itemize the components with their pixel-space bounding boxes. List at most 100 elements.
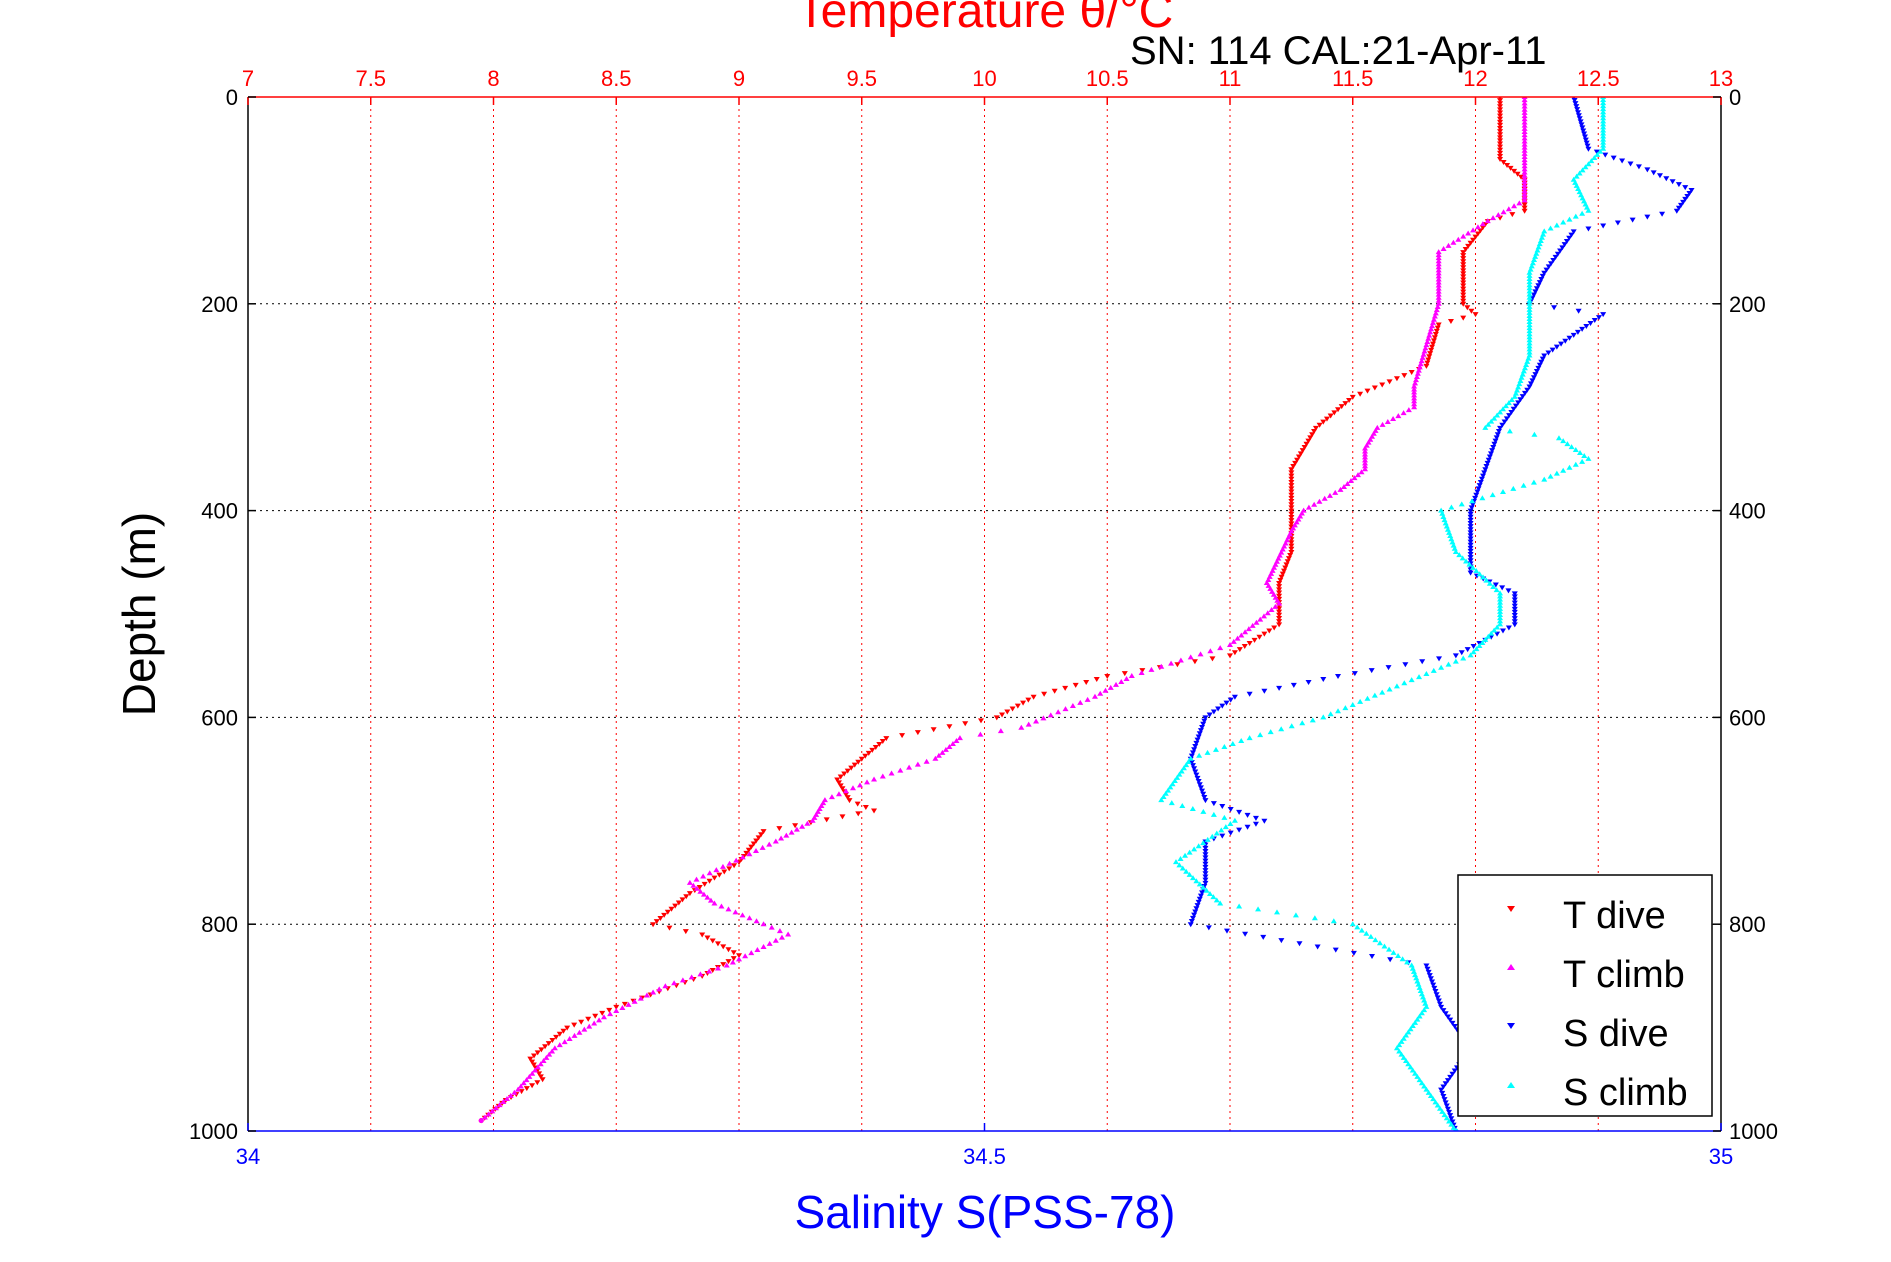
data-point	[1495, 212, 1502, 218]
data-point	[1521, 169, 1528, 175]
data-point	[1311, 915, 1318, 921]
data-point	[1469, 564, 1476, 570]
data-point	[1320, 419, 1327, 425]
data-point	[1407, 1064, 1414, 1070]
data-point	[714, 965, 721, 971]
data-point	[1675, 205, 1682, 211]
legend-marker-t-climb	[1507, 964, 1515, 970]
data-point	[1510, 485, 1517, 491]
tick-labels: 7 7.5 8 8.5 9 9.5 10 10.5 11 11.5 12 12.5 13 34 34.5 35…	[189, 66, 1778, 1169]
data-point	[879, 773, 886, 779]
data-point	[923, 758, 930, 764]
data-point	[1197, 651, 1204, 657]
data-point	[1469, 498, 1476, 504]
data-point	[837, 783, 844, 789]
data-point	[1497, 593, 1504, 599]
data-point	[1561, 242, 1568, 248]
data-point	[1009, 706, 1016, 712]
data-point	[1506, 413, 1513, 419]
data-point	[725, 959, 732, 965]
data-point	[1227, 820, 1234, 826]
data-point	[1229, 740, 1236, 746]
data-point	[1467, 511, 1474, 517]
chart-title: Temperature θ/°C	[797, 0, 1174, 38]
data-point	[1543, 267, 1550, 273]
data-point	[1497, 119, 1504, 125]
data-point	[1584, 143, 1591, 149]
data-point	[1246, 691, 1253, 697]
data-point	[1413, 373, 1420, 379]
top-tick-label: 10	[972, 66, 996, 91]
top-tick-label: 12.5	[1577, 66, 1620, 91]
data-point	[1335, 674, 1342, 680]
data-point	[534, 1050, 541, 1056]
data-point	[1460, 277, 1467, 283]
data-point	[672, 903, 679, 909]
data-point	[1077, 699, 1084, 705]
data-point	[1093, 676, 1100, 682]
data-point	[1197, 785, 1204, 791]
data-point	[1423, 1086, 1430, 1092]
data-point	[1511, 606, 1518, 612]
data-point	[1253, 619, 1260, 625]
data-point	[1428, 347, 1435, 353]
data-point	[1533, 286, 1540, 292]
data-point	[1447, 1113, 1454, 1119]
data-point	[1582, 137, 1589, 143]
legend: T dive T climb S dive S climb	[1457, 874, 1713, 1117]
data-point	[720, 962, 727, 968]
data-point	[1311, 501, 1318, 507]
data-point	[709, 938, 716, 944]
data-point	[1217, 900, 1224, 906]
data-point	[835, 780, 842, 786]
data-point	[1482, 467, 1489, 473]
data-point	[1446, 529, 1453, 535]
data-point	[1191, 766, 1198, 772]
data-point	[1332, 489, 1339, 495]
data-point	[1312, 425, 1319, 431]
data-point	[1411, 404, 1418, 410]
data-point	[1202, 858, 1209, 864]
data-point	[1194, 775, 1201, 781]
data-point	[1497, 122, 1504, 128]
data-point	[1210, 894, 1217, 900]
data-point	[1555, 435, 1562, 441]
data-point	[1421, 1083, 1428, 1089]
data-point	[1468, 308, 1475, 314]
data-point	[1526, 331, 1533, 337]
data-point	[1158, 663, 1165, 669]
data-point	[1427, 1093, 1434, 1099]
data-point	[1473, 646, 1480, 652]
data-point	[1485, 421, 1492, 427]
data-point	[1299, 448, 1306, 454]
data-point	[619, 1004, 626, 1010]
data-point	[621, 1001, 628, 1007]
data-point	[686, 879, 693, 885]
data-point	[1441, 517, 1448, 523]
data-point	[1527, 381, 1534, 387]
data-point	[725, 906, 732, 912]
data-point	[1600, 100, 1607, 106]
data-point	[1433, 307, 1440, 313]
data-point	[1354, 924, 1361, 930]
data-point	[1290, 464, 1297, 470]
data-point	[1600, 127, 1607, 133]
data-point	[1362, 448, 1369, 454]
data-point	[1521, 194, 1528, 200]
data-point	[1292, 460, 1299, 466]
data-point	[930, 727, 937, 733]
data-point	[1581, 134, 1588, 140]
data-point	[1288, 476, 1295, 482]
data-point	[1246, 640, 1253, 646]
data-point	[1566, 216, 1573, 222]
data-point	[1545, 264, 1552, 270]
data-point	[1188, 753, 1195, 759]
data-point	[1501, 419, 1508, 425]
data-point	[1398, 1051, 1405, 1057]
data-point	[1083, 679, 1090, 685]
data-point	[1558, 341, 1565, 347]
data-point	[1562, 338, 1569, 344]
data-point	[1439, 510, 1446, 516]
data-point	[1585, 226, 1592, 232]
data-point	[1511, 619, 1518, 625]
